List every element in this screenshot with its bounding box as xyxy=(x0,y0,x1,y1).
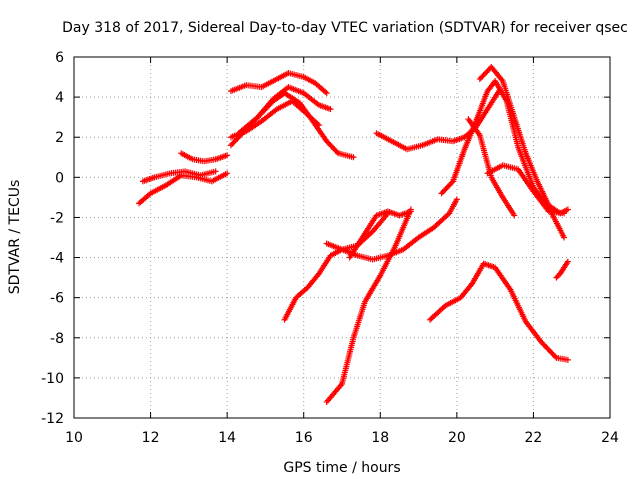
x-tick-label: 16 xyxy=(295,430,313,446)
y-axis-label: SDTVAR / TECUs xyxy=(7,180,23,295)
data-point-fill xyxy=(448,179,455,186)
y-tick-label: -12 xyxy=(41,411,64,427)
series-arc-j xyxy=(323,196,460,263)
y-tick-label: 2 xyxy=(55,130,64,146)
data-point-fill xyxy=(444,211,451,218)
data-point xyxy=(224,152,231,159)
data-points xyxy=(136,64,571,405)
data-point xyxy=(561,210,568,217)
series-arc-o xyxy=(465,116,518,219)
y-tick-label: -4 xyxy=(50,251,64,267)
x-tick-label: 20 xyxy=(448,430,466,446)
data-point xyxy=(407,206,414,213)
x-tick-label: 24 xyxy=(601,430,619,446)
y-tick-label: 6 xyxy=(55,50,64,66)
data-point xyxy=(453,196,460,203)
data-point xyxy=(564,206,571,213)
data-point-fill xyxy=(333,148,340,155)
data-point xyxy=(323,90,330,97)
x-axis-label: GPS time / hours xyxy=(283,460,400,476)
x-tick-label: 10 xyxy=(65,430,83,446)
data-point-fill xyxy=(552,353,559,360)
series-arc-i xyxy=(346,208,414,261)
series-arc-q xyxy=(427,260,571,363)
x-tick-label: 22 xyxy=(525,430,543,446)
series-arc-n xyxy=(476,64,571,217)
data-point-fill xyxy=(440,303,447,310)
y-tick-label: 0 xyxy=(55,170,64,186)
x-tick-label: 12 xyxy=(142,430,160,446)
data-point xyxy=(561,234,568,241)
y-tick-label: -6 xyxy=(50,291,64,307)
x-tick-label: 18 xyxy=(371,430,389,446)
data-point xyxy=(564,356,571,363)
data-point xyxy=(564,258,571,265)
y-tick-label: 4 xyxy=(55,90,64,106)
data-point xyxy=(327,106,334,113)
y-tick-label: -10 xyxy=(41,371,64,387)
series-arc-k xyxy=(323,206,414,405)
x-tick-label: 14 xyxy=(218,430,236,446)
data-point-fill xyxy=(368,229,375,236)
chart-title: Day 318 of 2017, Sidereal Day-to-day VTE… xyxy=(62,20,628,36)
series-arc-a xyxy=(136,170,231,207)
series-arc-f xyxy=(227,98,323,141)
data-point-fill xyxy=(314,120,321,127)
data-point xyxy=(316,122,323,129)
data-point xyxy=(511,212,518,219)
series-arc-g xyxy=(235,84,334,137)
series-arc-c xyxy=(178,150,231,165)
data-point xyxy=(350,154,357,161)
series-arc-r xyxy=(553,258,571,281)
series-arc-p xyxy=(484,162,568,217)
series-arc-b xyxy=(139,168,219,185)
data-point xyxy=(212,168,219,175)
y-tick-label: -8 xyxy=(50,331,64,347)
series-arc-d xyxy=(227,70,330,97)
plot-frame xyxy=(73,56,611,419)
data-point xyxy=(224,170,231,177)
y-tick-label: -2 xyxy=(50,210,64,226)
